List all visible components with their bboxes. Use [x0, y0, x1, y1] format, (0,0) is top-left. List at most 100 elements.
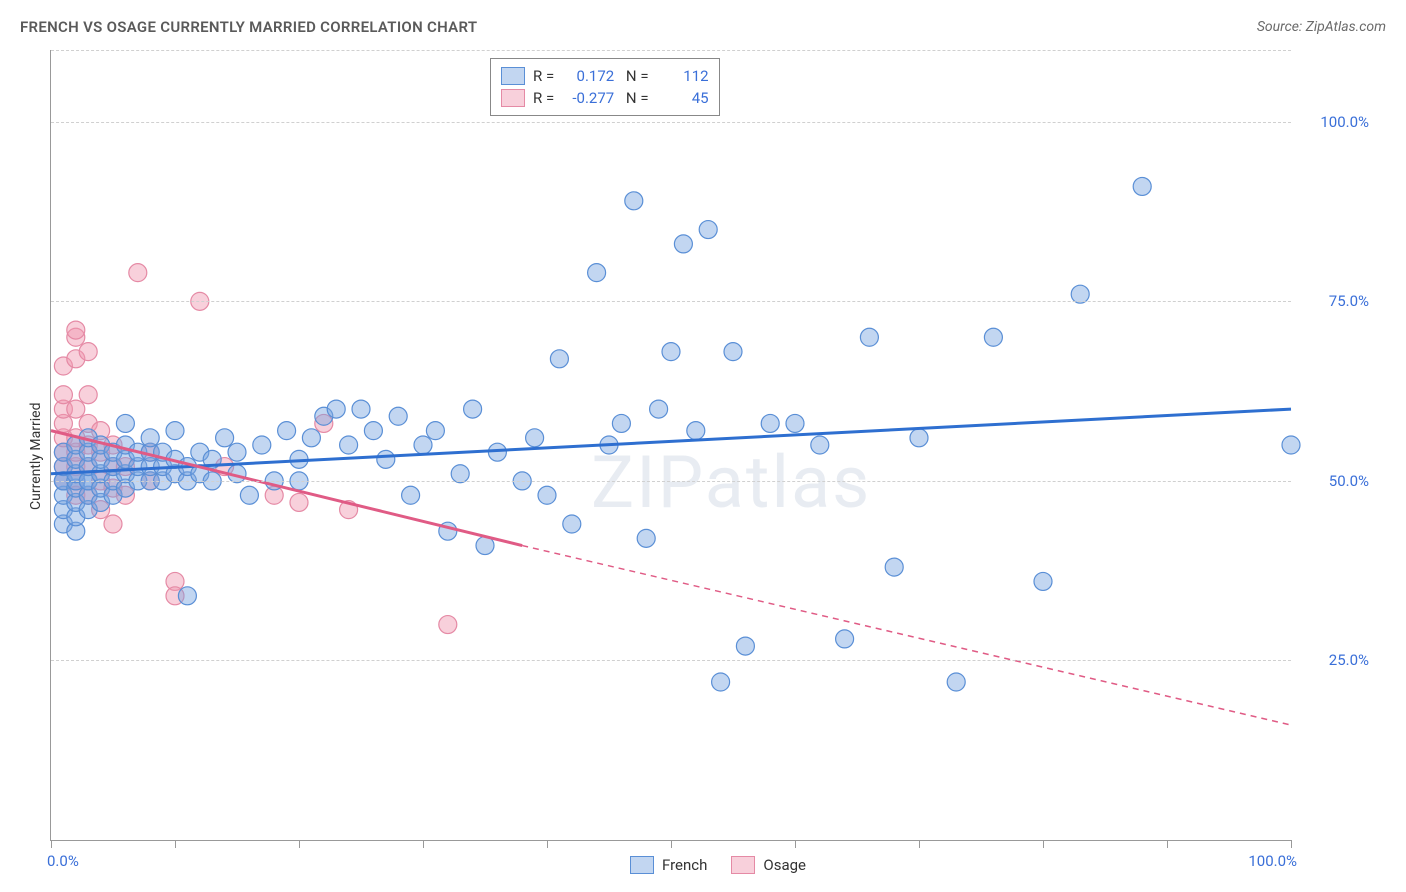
chart-title: FRENCH VS OSAGE CURRENTLY MARRIED CORREL… — [20, 18, 477, 36]
data-point — [67, 321, 85, 339]
osage-swatch-icon — [501, 89, 525, 107]
data-point — [836, 630, 854, 648]
data-point — [166, 422, 184, 440]
data-point — [352, 400, 370, 418]
gridline — [51, 481, 1291, 482]
data-point — [79, 343, 97, 361]
osage-swatch-icon — [731, 856, 755, 874]
data-point — [414, 436, 432, 454]
data-point — [947, 673, 965, 691]
x-tick — [671, 840, 672, 848]
data-point — [54, 386, 72, 404]
y-axis-label: Currently Married — [28, 403, 44, 510]
stat-n-label: N = — [622, 67, 648, 85]
data-point — [563, 515, 581, 533]
data-point — [364, 422, 382, 440]
data-point — [377, 450, 395, 468]
french-swatch-icon — [630, 856, 654, 874]
data-point — [389, 407, 407, 425]
x-tick — [795, 840, 796, 848]
data-point — [340, 436, 358, 454]
data-point — [402, 486, 420, 504]
plot-area: ZIPatlas 0.0% 100.0% 25.0%50.0%75.0%100.… — [50, 50, 1291, 841]
legend-osage-label: Osage — [763, 856, 806, 874]
data-point — [662, 343, 680, 361]
data-point — [278, 422, 296, 440]
data-point — [712, 673, 730, 691]
french-r-value: 0.172 — [562, 67, 614, 85]
gridline — [51, 660, 1291, 661]
y-tick-label: 75.0% — [1299, 292, 1369, 310]
osage-n-value: 45 — [657, 89, 709, 107]
data-point — [625, 192, 643, 210]
data-point — [464, 400, 482, 418]
x-tick — [547, 840, 548, 848]
data-point — [228, 443, 246, 461]
data-point — [984, 328, 1002, 346]
data-point — [1133, 177, 1151, 195]
data-point — [550, 350, 568, 368]
gridline — [51, 122, 1291, 123]
data-point — [526, 429, 544, 447]
trend-line — [522, 546, 1291, 726]
stats-row-french: R = 0.172 N = 112 — [501, 65, 709, 87]
scatter-plot: ZIPatlas 0.0% 100.0% 25.0%50.0%75.0%100.… — [50, 50, 1290, 840]
data-point — [240, 486, 258, 504]
stat-r-label: R = — [533, 67, 554, 85]
data-point — [736, 637, 754, 655]
legend-french-label: French — [662, 856, 707, 874]
data-point — [588, 264, 606, 282]
legend-item-osage: Osage — [731, 856, 806, 874]
data-point — [302, 429, 320, 447]
data-point — [67, 400, 85, 418]
y-tick-label: 25.0% — [1299, 651, 1369, 669]
data-point — [1282, 436, 1300, 454]
data-point — [885, 558, 903, 576]
data-point — [116, 414, 134, 432]
data-point — [327, 400, 345, 418]
stats-row-osage: R = -0.277 N = 45 — [501, 87, 709, 109]
chart-svg — [51, 50, 1291, 840]
data-point — [290, 493, 308, 511]
french-n-value: 112 — [657, 67, 709, 85]
x-tick — [51, 840, 52, 848]
data-point — [786, 414, 804, 432]
data-point — [216, 429, 234, 447]
data-point — [860, 328, 878, 346]
y-tick-label: 100.0% — [1299, 113, 1369, 131]
data-point — [612, 414, 630, 432]
data-point — [811, 436, 829, 454]
data-point — [687, 422, 705, 440]
x-tick — [919, 840, 920, 848]
data-point — [761, 414, 779, 432]
gridline — [51, 301, 1291, 302]
osage-r-value: -0.277 — [562, 89, 614, 107]
y-tick-label: 50.0% — [1299, 472, 1369, 490]
x-tick — [299, 840, 300, 848]
stat-r-label: R = — [533, 89, 554, 107]
data-point — [650, 400, 668, 418]
source-attribution: Source: ZipAtlas.com — [1257, 19, 1386, 35]
french-swatch-icon — [501, 67, 525, 85]
stat-n-label: N = — [622, 89, 648, 107]
data-point — [178, 587, 196, 605]
data-point — [699, 221, 717, 239]
data-point — [129, 264, 147, 282]
x-tick — [1291, 840, 1292, 848]
x-tick — [1043, 840, 1044, 848]
x-axis-max-label: 100.0% — [1248, 852, 1297, 870]
data-point — [439, 616, 457, 634]
data-point — [910, 429, 928, 447]
data-point — [253, 436, 271, 454]
data-point — [79, 386, 97, 404]
data-point — [637, 529, 655, 547]
x-tick — [1167, 840, 1168, 848]
data-point — [538, 486, 556, 504]
data-point — [1034, 572, 1052, 590]
x-tick — [175, 840, 176, 848]
series-legend: French Osage — [630, 856, 806, 874]
trend-line — [51, 409, 1291, 474]
data-point — [674, 235, 692, 253]
x-tick — [423, 840, 424, 848]
data-point — [141, 429, 159, 447]
